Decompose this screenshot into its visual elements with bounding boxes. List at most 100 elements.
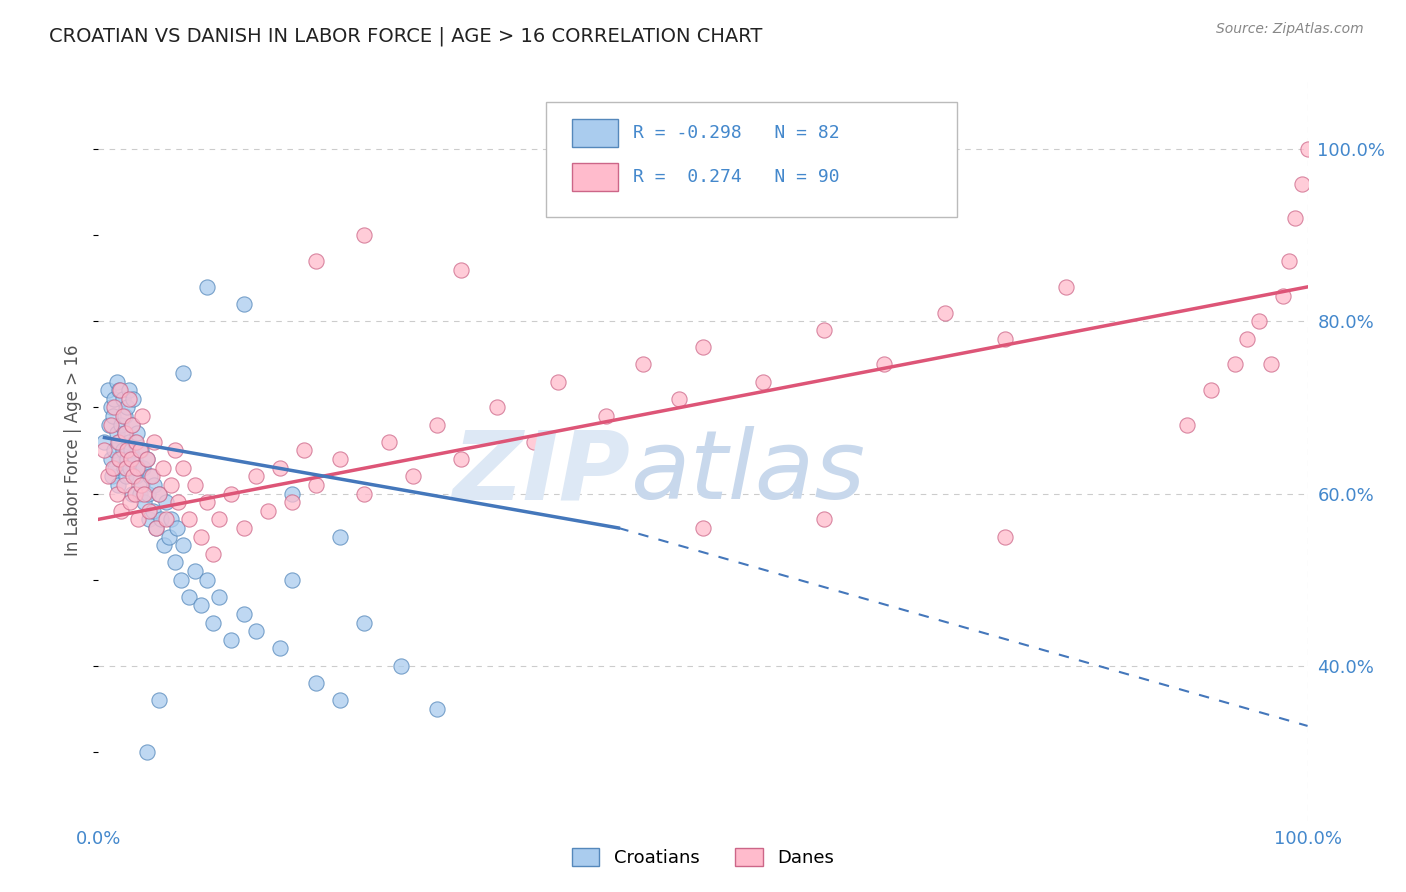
Point [100, 452, 122, 467]
Point [994, 332, 1017, 346]
Point [813, 323, 835, 337]
Text: Source: ZipAtlas.com: Source: ZipAtlas.com [1216, 22, 1364, 37]
Point [120, 443, 142, 458]
Point [1291, 177, 1313, 191]
Point [595, 409, 617, 423]
Point [105, 486, 128, 500]
Point [114, 426, 136, 441]
Point [692, 340, 714, 354]
Point [108, 434, 131, 449]
Point [118, 434, 141, 449]
Point [132, 460, 155, 475]
Point [245, 624, 267, 639]
Point [128, 486, 150, 500]
Point [752, 375, 775, 389]
Point [692, 521, 714, 535]
Point [127, 426, 149, 441]
Point [172, 538, 194, 552]
Point [125, 469, 148, 483]
Point [122, 469, 145, 483]
Point [221, 632, 243, 647]
Point [155, 495, 177, 509]
Point [111, 409, 134, 423]
Point [1223, 357, 1246, 371]
Point [1296, 142, 1319, 156]
Point [195, 573, 218, 587]
Point [1272, 288, 1295, 302]
Point [138, 512, 160, 526]
Point [160, 512, 183, 526]
Point [208, 590, 231, 604]
Point [108, 383, 131, 397]
Point [148, 486, 170, 500]
Point [112, 460, 135, 475]
Point [152, 460, 174, 475]
Text: R =  0.274   N = 90: R = 0.274 N = 90 [633, 169, 839, 186]
Point [172, 366, 194, 380]
Point [117, 443, 139, 458]
Point [167, 495, 190, 509]
Point [281, 495, 304, 509]
Point [134, 486, 156, 500]
Point [221, 486, 243, 500]
Point [135, 452, 157, 467]
Point [100, 469, 122, 483]
Point [426, 702, 449, 716]
Point [93, 443, 115, 458]
Point [148, 486, 170, 500]
Point [122, 392, 145, 406]
Point [118, 460, 141, 475]
Point [118, 383, 141, 397]
Point [100, 401, 122, 415]
FancyBboxPatch shape [572, 119, 619, 147]
Point [145, 521, 167, 535]
Point [269, 460, 291, 475]
Point [145, 521, 167, 535]
Point [166, 521, 188, 535]
Point [152, 538, 174, 552]
Point [256, 504, 278, 518]
Point [208, 512, 231, 526]
Point [138, 504, 160, 518]
Point [100, 417, 122, 432]
Point [329, 693, 352, 707]
Point [103, 443, 125, 458]
Point [172, 460, 194, 475]
Point [143, 478, 166, 492]
Point [353, 228, 375, 243]
Point [108, 383, 131, 397]
Point [143, 434, 166, 449]
Point [281, 486, 304, 500]
Point [179, 512, 201, 526]
Point [1284, 211, 1306, 225]
Point [121, 417, 143, 432]
Point [127, 512, 149, 526]
Point [426, 417, 449, 432]
Point [117, 401, 139, 415]
Point [1054, 280, 1077, 294]
Point [139, 469, 162, 483]
Point [124, 452, 146, 467]
Point [232, 297, 254, 311]
Point [98, 417, 121, 432]
Y-axis label: In Labor Force | Age > 16: In Labor Force | Age > 16 [65, 344, 83, 557]
Point [142, 504, 165, 518]
Point [105, 375, 128, 389]
Point [134, 495, 156, 509]
Point [163, 443, 186, 458]
Legend: Croatians, Danes: Croatians, Danes [565, 841, 841, 874]
Point [124, 486, 146, 500]
Point [103, 401, 125, 415]
Point [329, 530, 352, 544]
Point [486, 401, 509, 415]
Point [115, 460, 138, 475]
Point [668, 392, 690, 406]
Text: atlas: atlas [630, 426, 866, 519]
FancyBboxPatch shape [572, 163, 619, 191]
Point [111, 443, 134, 458]
Point [179, 590, 201, 604]
Point [110, 417, 132, 432]
Point [131, 409, 153, 423]
Point [450, 452, 472, 467]
Point [105, 426, 128, 441]
